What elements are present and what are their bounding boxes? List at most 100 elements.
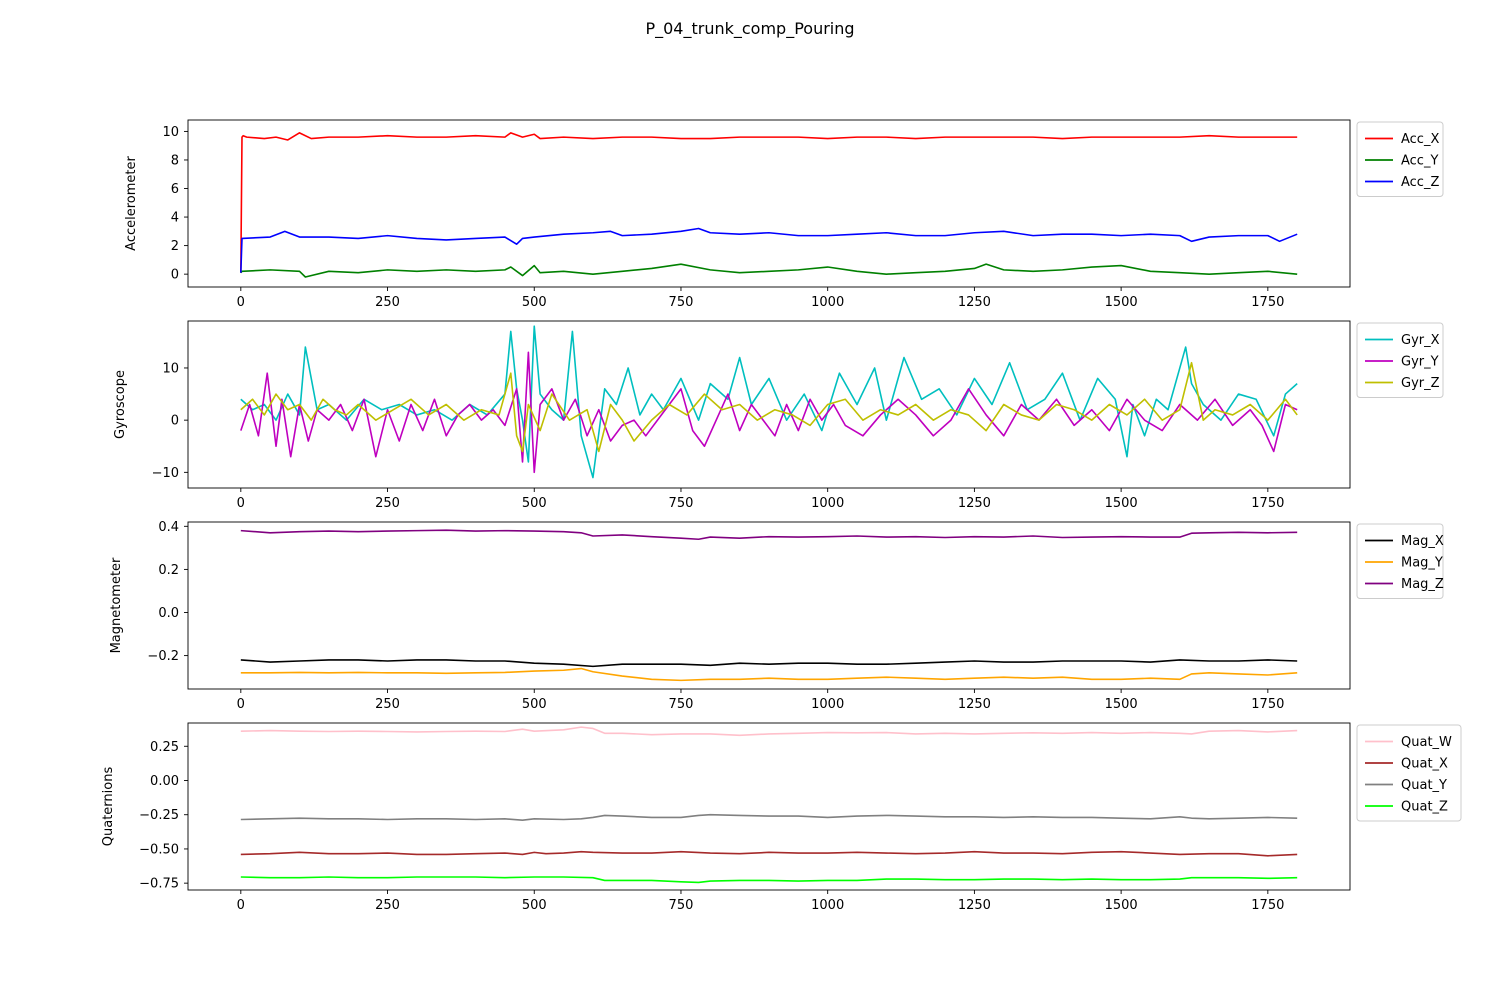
subplot-gyroscope: 0 250 500 750 1000 1250 1500 1750 −10 0 10 Gyroscop…	[113, 320, 1444, 511]
line-gyr-x	[240, 325, 1298, 479]
x-tick-label: 0	[237, 295, 245, 310]
line-gyr-y	[240, 351, 1298, 474]
y-axis-label: Accelerometer	[124, 156, 139, 251]
x-tick-label: 1250	[958, 898, 991, 913]
x-tick-label: 1500	[1105, 496, 1138, 511]
y-tick-label: 0	[171, 268, 179, 283]
line-mag-y	[240, 667, 1298, 682]
y-tick-label: 0.25	[150, 740, 179, 755]
legend: Acc_X Acc_Y Acc_Z	[1356, 121, 1444, 197]
x-tick-label: 0	[237, 697, 245, 712]
axes-frame	[187, 521, 1351, 690]
x-tick-label: 1000	[811, 697, 844, 712]
line-acc-y	[240, 263, 1298, 278]
y-tick-label: −0.50	[139, 842, 179, 857]
legend-label: Quat_W	[1401, 735, 1452, 750]
legend-label: Mag_X	[1401, 534, 1444, 549]
legend-label: Gyr_Z	[1401, 376, 1440, 391]
subplot-quaternions: 0 250 500 750 1000 1250 1500 1750 −0.75 −0.50 −0.2…	[101, 722, 1462, 913]
axes-frame	[187, 722, 1351, 891]
y-tick-label: −0.25	[139, 808, 179, 823]
legend: Quat_W Quat_X Quat_Y Quat_Z	[1356, 724, 1462, 822]
x-tick-label: 500	[522, 697, 547, 712]
legend-box	[1356, 322, 1444, 398]
y-tick-label: 8	[171, 153, 179, 168]
x-tick-label: 1000	[811, 295, 844, 310]
x-tick-label: 500	[522, 496, 547, 511]
x-tick-label: 1250	[958, 697, 991, 712]
x-tick-label: 1750	[1251, 697, 1284, 712]
legend-label: Quat_Y	[1401, 778, 1447, 793]
line-quat-w	[240, 726, 1298, 737]
x-tick-label: 1000	[811, 496, 844, 511]
series-lines	[240, 132, 1298, 278]
x-tick-label: 0	[237, 898, 245, 913]
y-tick-label: −10	[152, 466, 179, 481]
x-tick-label: 1250	[958, 496, 991, 511]
x-tick-label: 750	[669, 295, 694, 310]
x-tick-label: 1500	[1105, 295, 1138, 310]
x-tick-label: 500	[522, 295, 547, 310]
y-tick-label: 2	[171, 239, 179, 254]
figure-title: P_04_trunk_comp_Pouring	[645, 19, 854, 39]
series-lines	[240, 325, 1298, 479]
line-quat-z	[240, 876, 1298, 884]
axes-frame	[187, 320, 1351, 489]
y-tick-label: 10	[162, 361, 179, 376]
x-tick-label: 1500	[1105, 898, 1138, 913]
y-axis-label: Quaternions	[101, 767, 116, 847]
y-tick-label: −0.75	[139, 877, 179, 892]
x-tick-label: 250	[375, 697, 400, 712]
y-tick-label: 0	[171, 414, 179, 429]
line-acc-z	[240, 227, 1298, 273]
legend-box	[1356, 724, 1462, 822]
y-tick-label: 0.0	[158, 606, 179, 621]
x-tick-label: 250	[375, 295, 400, 310]
legend-label: Acc_X	[1401, 132, 1439, 147]
x-tick-label: 250	[375, 496, 400, 511]
x-tick-label: 0	[237, 496, 245, 511]
x-tick-label: 750	[669, 697, 694, 712]
subplot-accelerometer: 0 250 500 750 1000 1250 1500 1750 0 2 4 6 8 10 Acceler…	[124, 119, 1444, 310]
legend-label: Gyr_X	[1401, 333, 1440, 348]
legend-label: Mag_Y	[1401, 556, 1443, 571]
y-tick-label: 0.2	[158, 563, 179, 578]
subplot-magnetometer: 0 250 500 750 1000 1250 1500 1750 −0.2 0.0 0.2 0.4 M…	[109, 520, 1444, 712]
y-tick-label: 6	[171, 182, 179, 197]
legend: Mag_X Mag_Y Mag_Z	[1356, 523, 1444, 599]
x-tick-label: 1000	[811, 898, 844, 913]
legend-label: Quat_X	[1401, 757, 1448, 772]
x-tick-label: 1250	[958, 295, 991, 310]
x-tick-label: 1750	[1251, 295, 1284, 310]
legend-label: Acc_Z	[1401, 175, 1439, 190]
line-mag-z	[240, 529, 1298, 541]
legend-box	[1356, 523, 1444, 599]
line-acc-x	[240, 132, 1298, 273]
legend-label: Gyr_Y	[1401, 355, 1439, 370]
legend-box	[1356, 121, 1444, 197]
y-tick-label: 0.4	[158, 520, 179, 535]
x-tick-label: 1750	[1251, 898, 1284, 913]
x-tick-label: 500	[522, 898, 547, 913]
y-tick-label: 4	[171, 211, 179, 226]
x-tick-label: 750	[669, 496, 694, 511]
y-tick-label: 10	[162, 125, 179, 140]
legend-label: Acc_Y	[1401, 154, 1438, 169]
line-quat-x	[240, 850, 1298, 857]
line-gyr-z	[240, 361, 1298, 453]
y-tick-label: 0.00	[150, 774, 179, 789]
subplots: 0 250 500 750 1000 1250 1500 17500246810Acceler…	[101, 119, 1462, 913]
legend-label: Mag_Z	[1401, 577, 1444, 592]
x-tick-label: 1750	[1251, 496, 1284, 511]
x-tick-label: 1500	[1105, 697, 1138, 712]
x-tick-label: 250	[375, 898, 400, 913]
legend-label: Quat_Z	[1401, 800, 1448, 815]
series-lines	[240, 529, 1298, 682]
axes-frame	[187, 119, 1351, 288]
legend: Gyr_X Gyr_Y Gyr_Z	[1356, 322, 1444, 398]
y-tick-label: −0.2	[147, 649, 179, 664]
line-mag-x	[240, 659, 1298, 668]
series-lines	[240, 726, 1298, 884]
x-tick-label: 750	[669, 898, 694, 913]
